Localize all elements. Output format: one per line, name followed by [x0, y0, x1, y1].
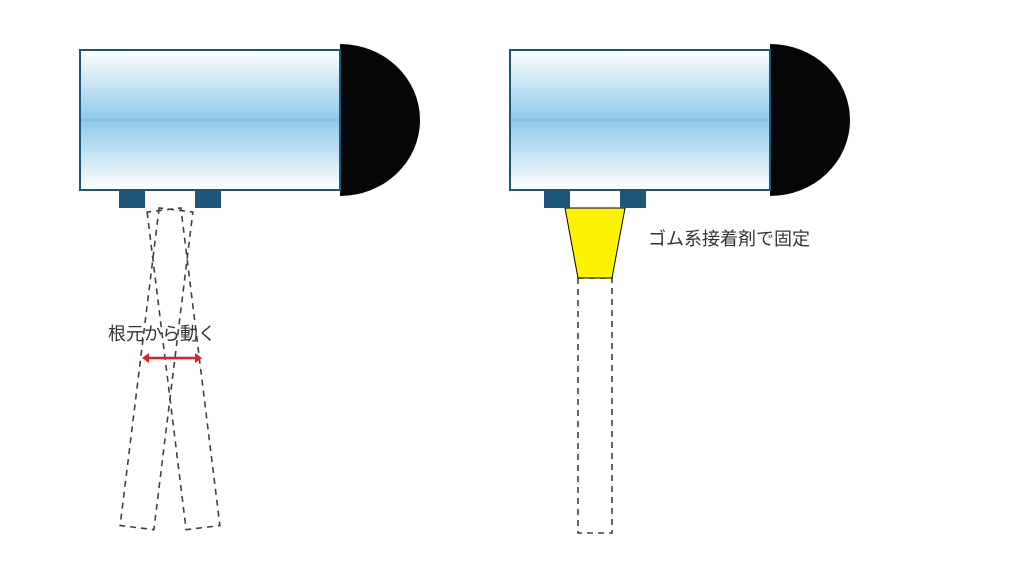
- nose-cap: [340, 44, 420, 196]
- diagram-canvas: [0, 0, 1024, 576]
- mount-bracket: [544, 190, 570, 208]
- stem-outline: [120, 208, 193, 530]
- nose-cap: [770, 44, 850, 196]
- right-label: ゴム系接着剤で固定: [648, 225, 810, 251]
- adhesive-block: [565, 208, 625, 278]
- mount-bracket: [195, 190, 221, 208]
- stem-outline: [147, 208, 220, 530]
- stem-outline: [578, 278, 612, 533]
- mount-bracket: [620, 190, 646, 208]
- left-label: 根元から動く: [108, 320, 216, 346]
- mount-bracket: [119, 190, 145, 208]
